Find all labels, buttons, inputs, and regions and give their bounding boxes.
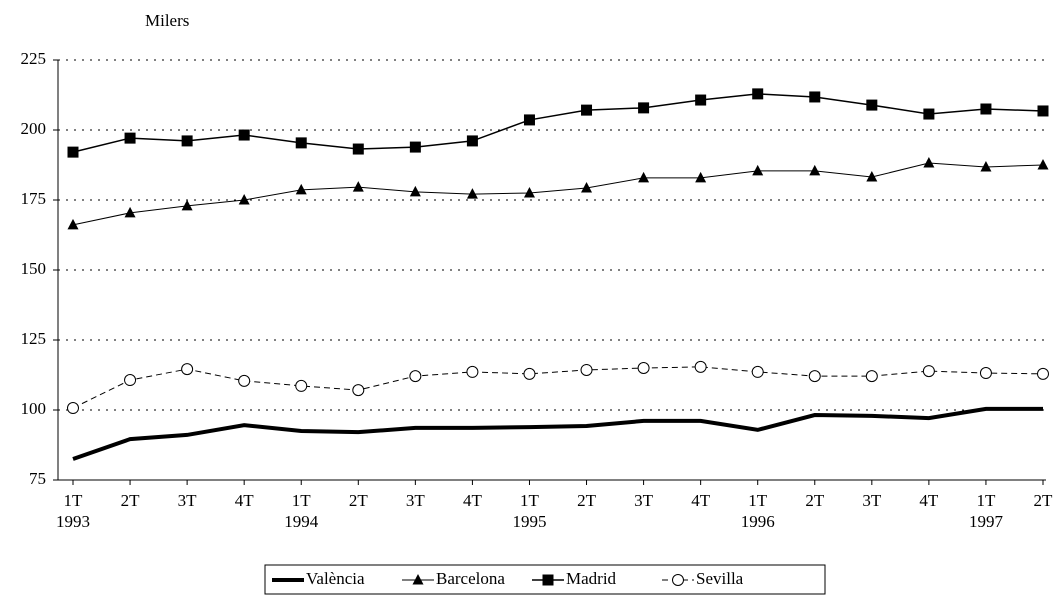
marker <box>352 143 364 155</box>
x-tick-label: 1T <box>64 491 84 510</box>
marker <box>466 365 479 378</box>
marker <box>752 164 764 176</box>
marker <box>67 402 79 415</box>
marker <box>409 370 422 383</box>
marker <box>672 574 684 586</box>
marker <box>866 171 878 182</box>
year-label: 1995 <box>512 512 546 531</box>
marker <box>809 91 821 103</box>
legend-label: Madrid <box>566 569 617 588</box>
year-label: 1997 <box>969 512 1004 531</box>
marker <box>695 94 707 106</box>
series-line <box>72 93 1044 153</box>
marker <box>923 157 935 168</box>
y-tick-label: 125 <box>21 329 47 348</box>
x-tick-label: 1T <box>520 491 540 510</box>
x-tick-label: 4T <box>691 491 711 510</box>
marker <box>124 374 137 387</box>
marker <box>808 370 821 383</box>
y-tick-label: 175 <box>21 189 47 208</box>
y-tick-label: 150 <box>21 259 47 278</box>
marker <box>1037 367 1049 380</box>
marker <box>295 137 307 149</box>
marker <box>409 141 421 153</box>
marker <box>638 102 650 114</box>
marker <box>752 88 764 100</box>
marker <box>124 132 136 144</box>
marker <box>979 367 992 380</box>
marker <box>581 104 593 116</box>
marker <box>751 365 764 378</box>
marker <box>523 114 535 126</box>
y-axis-label: Milers <box>145 11 189 30</box>
y-tick-label: 75 <box>29 469 46 488</box>
marker <box>466 135 478 147</box>
marker <box>67 146 79 158</box>
marker <box>866 99 878 111</box>
x-tick-label: 1T <box>292 491 312 510</box>
year-label: 1993 <box>56 512 90 531</box>
marker <box>238 374 251 387</box>
marker <box>809 164 821 176</box>
x-tick-label: 1T <box>748 491 768 510</box>
marker <box>1037 159 1049 170</box>
x-tick-label: 4T <box>919 491 939 510</box>
x-tick-label: 3T <box>178 491 198 510</box>
x-tick-label: 1T <box>976 491 996 510</box>
marker <box>523 367 536 380</box>
marker <box>980 103 992 115</box>
x-tick-label: 4T <box>463 491 483 510</box>
x-tick-label: 2T <box>1034 491 1054 510</box>
marker <box>181 199 193 211</box>
x-tick-label: 2T <box>577 491 597 510</box>
marker <box>542 574 554 586</box>
marker <box>238 194 250 205</box>
marker <box>865 370 878 383</box>
marker <box>181 363 194 376</box>
marker <box>352 181 364 192</box>
marker <box>238 129 250 141</box>
marker <box>695 171 707 183</box>
x-tick-label: 3T <box>406 491 426 510</box>
marker <box>295 183 307 195</box>
legend-label: València <box>306 569 365 588</box>
year-label: 1996 <box>741 512 775 531</box>
marker <box>922 365 935 378</box>
marker <box>581 181 593 193</box>
x-tick-label: 2T <box>805 491 825 510</box>
x-tick-label: 2T <box>121 491 141 510</box>
marker <box>67 218 79 230</box>
marker <box>466 188 478 199</box>
series-line <box>72 162 1044 226</box>
marker <box>1037 105 1049 117</box>
marker <box>295 379 308 392</box>
marker <box>638 171 650 183</box>
x-tick-label: 2T <box>349 491 369 510</box>
series-line <box>72 366 1044 409</box>
year-label: 1994 <box>284 512 319 531</box>
marker <box>694 360 707 373</box>
marker <box>637 362 650 374</box>
y-tick-label: 225 <box>21 49 47 68</box>
marker <box>923 108 935 120</box>
marker <box>352 384 365 397</box>
legend-label: Barcelona <box>436 569 505 588</box>
x-tick-label: 3T <box>862 491 882 510</box>
series-line <box>72 406 1043 461</box>
marker <box>412 574 424 585</box>
marker <box>523 187 535 198</box>
marker <box>124 206 136 218</box>
marker <box>409 185 421 197</box>
x-tick-label: 4T <box>235 491 255 510</box>
y-tick-label: 100 <box>21 399 47 418</box>
marker <box>580 363 593 376</box>
marker <box>181 135 193 147</box>
marker <box>980 160 992 172</box>
x-tick-label: 3T <box>634 491 654 510</box>
y-tick-label: 200 <box>21 119 47 138</box>
legend-label: Sevilla <box>696 569 744 588</box>
